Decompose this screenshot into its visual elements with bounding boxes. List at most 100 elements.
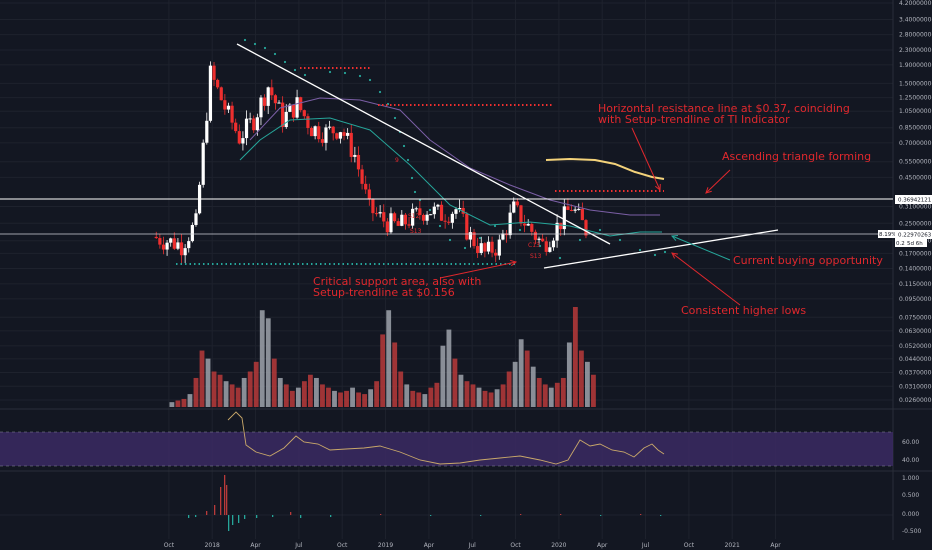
x-tick: 2021 [725, 542, 740, 549]
candle-body [216, 79, 220, 88]
volume-bar [338, 392, 343, 407]
price-tick: 1.50000000 [899, 80, 932, 87]
sar-dot [243, 38, 247, 42]
x-tick: Oct [337, 542, 348, 549]
x-tick: Oct [684, 542, 695, 549]
macd-bar [228, 515, 230, 531]
candle-body [403, 214, 408, 225]
volume-bar [205, 358, 211, 407]
candle-body [476, 246, 480, 253]
macd-bar [195, 515, 197, 517]
macd-tick: 0.000 [902, 511, 919, 518]
candle-body [548, 247, 552, 252]
candle-body [465, 213, 469, 240]
candle-body [461, 207, 465, 214]
x-tick: Apr [250, 542, 261, 549]
price-tick: 0.06300000 [899, 328, 932, 335]
candle-body [526, 224, 530, 226]
volume-bar [277, 377, 283, 407]
sar-dot [343, 71, 347, 75]
support-arrow [439, 261, 517, 279]
candle-body [447, 221, 451, 223]
macd-bar [214, 505, 216, 515]
volume-bar [591, 374, 596, 407]
volume-bar [386, 310, 392, 407]
candle-body [234, 122, 238, 132]
volume-bar [488, 392, 494, 407]
resistance-arrow-head [655, 183, 661, 192]
candle-body [244, 118, 249, 139]
td-label: S13 [410, 228, 422, 235]
sar-dot [273, 52, 277, 56]
annotation-resistance: Horizontal resistance line at $0.37, coi… [598, 102, 850, 115]
candle-body [356, 154, 361, 170]
macd-bar [300, 515, 302, 518]
candle-body [515, 201, 519, 206]
candle-body [522, 223, 527, 226]
price-tick: 0.04400000 [899, 356, 932, 363]
candle-body [414, 208, 418, 210]
candle-body [425, 214, 429, 221]
candle-body [472, 232, 476, 247]
candle-body [562, 206, 566, 230]
candle-body [396, 221, 400, 226]
higher-lows-arrow-head [671, 252, 678, 259]
volume-bar [211, 371, 217, 407]
rsi-line [227, 411, 665, 465]
sar-dot [538, 244, 542, 248]
candle-body [400, 214, 404, 226]
descending-trendline [236, 43, 611, 245]
price-tick: 0.45000000 [899, 174, 932, 181]
macd-bar [244, 515, 246, 519]
candle-body [320, 139, 324, 143]
macd-bar [220, 487, 222, 515]
volume-bar [506, 371, 512, 407]
candle-body [270, 87, 274, 96]
price-tick: 0.02600000 [899, 397, 932, 404]
macd-tick: 1.000 [902, 475, 919, 482]
volume-bar [314, 377, 319, 407]
volume-bar [434, 382, 440, 407]
sar-dot [303, 73, 307, 77]
volume-bar [542, 384, 548, 407]
candle-body [161, 244, 166, 250]
volume-bar [362, 394, 368, 407]
triangle-arrow [705, 169, 731, 194]
candle-body [342, 132, 346, 136]
volume-bar [500, 384, 506, 407]
volume-bar [464, 381, 470, 407]
volume-bar [392, 342, 398, 407]
volume-bar [458, 374, 464, 407]
candle-body [533, 231, 538, 240]
sar-dot [263, 46, 267, 50]
volume-bar [368, 389, 374, 407]
volume-bar [283, 384, 289, 407]
volume-bar [253, 361, 259, 407]
volume-bar [416, 392, 422, 407]
candle-body [584, 220, 588, 236]
price-badge [895, 230, 932, 239]
volume-bar [482, 390, 488, 407]
candle-body [360, 169, 364, 184]
sar-dot [393, 116, 397, 120]
price-tick: 0.11500000 [899, 281, 932, 288]
volume-bar [494, 389, 500, 407]
macd-bar [600, 515, 602, 516]
candle-body [324, 127, 328, 143]
volume-bar [199, 350, 205, 407]
candle-body [187, 241, 191, 249]
candle-body [429, 214, 433, 216]
candle-body [371, 199, 375, 214]
volume-bar [295, 387, 301, 407]
price-tick: 0.09500000 [899, 296, 932, 303]
x-tick: 2019 [378, 542, 393, 549]
time-badge-text: 5d 6h [907, 241, 923, 247]
volume-bar [301, 381, 307, 407]
volume-bar [585, 361, 590, 407]
volume-bar [289, 390, 295, 407]
candle-body [501, 233, 505, 240]
price-tick: 0.03100000 [899, 383, 932, 390]
annotation-support: Setup-trendline at $0.156 [313, 286, 455, 299]
